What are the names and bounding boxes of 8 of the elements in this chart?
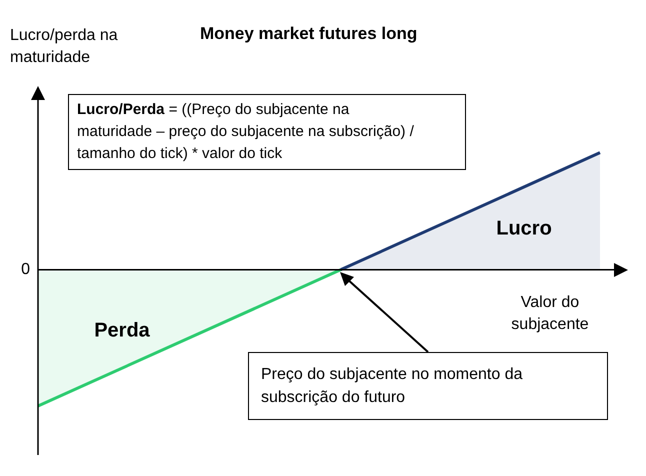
text: Lucro/perda na maturidade	[10, 26, 119, 68]
x-axis-title: Valor do subjacente	[510, 293, 590, 335]
series-label: Lucro	[496, 217, 552, 240]
text-box: Lucro/Perda = ((Preço do subjacente na maturidade – preço do subjacente na subscrição) / tamanho do tick) * valor do tick	[68, 94, 466, 170]
text-box: Preço do subjacente no momento da subscrição do futuro	[248, 352, 608, 420]
chart-title: Money market futures long	[200, 24, 418, 44]
series-label: Perda	[94, 320, 151, 342]
text: 0	[21, 261, 30, 278]
